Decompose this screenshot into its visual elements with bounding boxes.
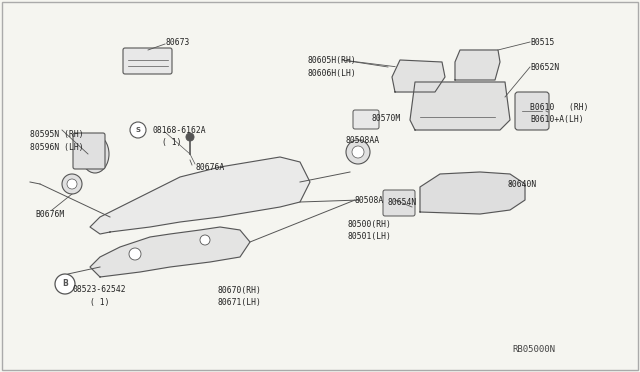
Text: 80508AA: 80508AA — [345, 135, 379, 144]
FancyBboxPatch shape — [73, 133, 105, 169]
FancyBboxPatch shape — [515, 92, 549, 130]
Text: B0652N: B0652N — [530, 62, 559, 71]
Text: 80670(RH): 80670(RH) — [218, 285, 262, 295]
Circle shape — [130, 122, 146, 138]
FancyBboxPatch shape — [383, 190, 415, 216]
Text: 80500(RH): 80500(RH) — [348, 219, 392, 228]
Text: B: B — [62, 279, 68, 289]
Polygon shape — [392, 60, 445, 92]
Polygon shape — [90, 157, 310, 234]
Text: B0610+A(LH): B0610+A(LH) — [530, 115, 584, 124]
Circle shape — [129, 248, 141, 260]
Text: 08523-62542: 08523-62542 — [72, 285, 125, 295]
Polygon shape — [410, 82, 510, 130]
Text: B0610   (RH): B0610 (RH) — [530, 103, 589, 112]
Polygon shape — [455, 50, 500, 80]
Circle shape — [55, 274, 75, 294]
Text: 80501(LH): 80501(LH) — [348, 231, 392, 241]
Text: S: S — [136, 127, 141, 133]
Text: ( 1): ( 1) — [90, 298, 109, 307]
Text: 80654N: 80654N — [388, 198, 417, 206]
Ellipse shape — [81, 135, 109, 173]
Text: 80605H(RH): 80605H(RH) — [308, 55, 356, 64]
Circle shape — [346, 140, 370, 164]
Text: B0515: B0515 — [530, 38, 554, 46]
Circle shape — [62, 174, 82, 194]
Circle shape — [67, 179, 77, 189]
Text: RB05000N: RB05000N — [512, 346, 555, 355]
Text: ( 1): ( 1) — [162, 138, 182, 147]
Text: 80596N (LH): 80596N (LH) — [30, 142, 84, 151]
Polygon shape — [90, 227, 250, 277]
Text: 80676A: 80676A — [195, 163, 224, 171]
Circle shape — [186, 133, 194, 141]
Circle shape — [352, 146, 364, 158]
Text: 80673: 80673 — [165, 38, 189, 46]
Polygon shape — [420, 172, 525, 214]
Text: 80671(LH): 80671(LH) — [218, 298, 262, 307]
Text: 80508A: 80508A — [355, 196, 384, 205]
Text: 80595N (RH): 80595N (RH) — [30, 129, 84, 138]
Text: B0676M: B0676M — [35, 209, 64, 218]
FancyBboxPatch shape — [123, 48, 172, 74]
Text: 80570M: 80570M — [372, 113, 401, 122]
Text: 80640N: 80640N — [508, 180, 537, 189]
FancyBboxPatch shape — [353, 110, 379, 129]
Text: 80606H(LH): 80606H(LH) — [308, 68, 356, 77]
Circle shape — [200, 235, 210, 245]
Text: 08168-6162A: 08168-6162A — [152, 125, 205, 135]
